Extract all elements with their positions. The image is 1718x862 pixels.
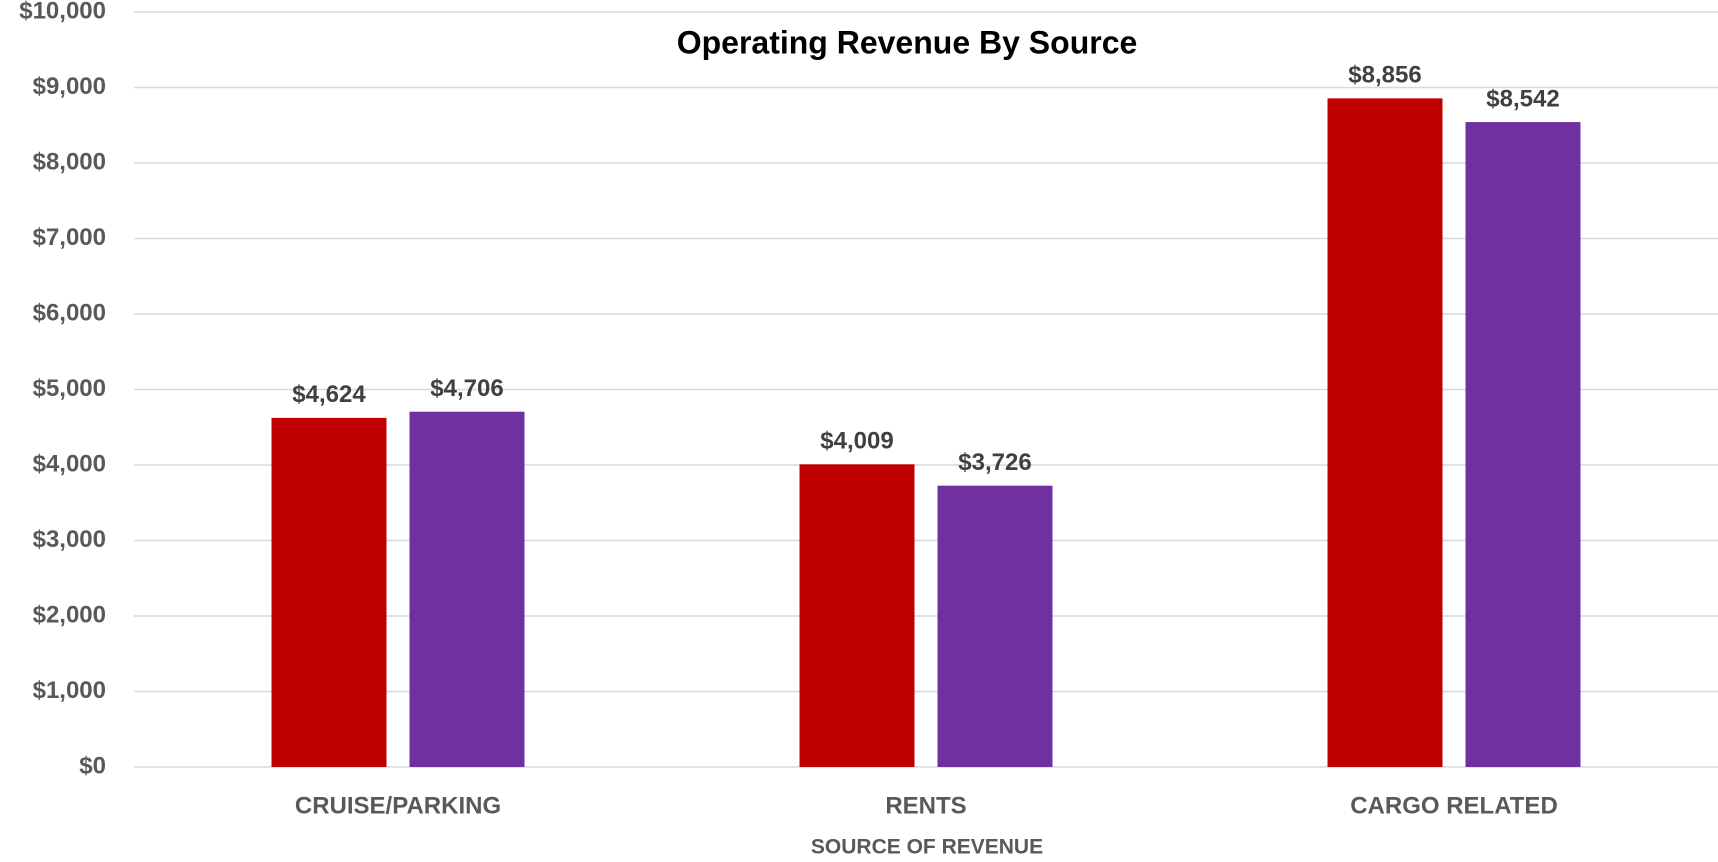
- bar: [271, 417, 387, 767]
- x-tick-label: CRUISE/PARKING: [295, 792, 501, 819]
- y-tick-label: $10,000: [19, 0, 106, 24]
- y-tick-label: $9,000: [33, 73, 106, 100]
- y-tick-label: $6,000: [33, 299, 106, 326]
- y-tick-label: $7,000: [33, 224, 106, 251]
- bar: [1465, 122, 1581, 768]
- y-tick-label: $1,000: [33, 677, 106, 704]
- data-label: $4,706: [430, 375, 503, 402]
- data-label: $4,009: [820, 428, 893, 455]
- x-axis-title: SOURCE OF REVENUE: [811, 836, 1043, 859]
- data-label: $8,542: [1486, 85, 1559, 112]
- chart-title: Operating Revenue By Source: [677, 24, 1138, 60]
- data-label: $8,856: [1348, 62, 1421, 89]
- y-tick-label: $0: [79, 752, 106, 779]
- y-tick-label: $2,000: [33, 601, 106, 628]
- x-tick-label: RENTS: [885, 792, 966, 819]
- y-tick-label: $4,000: [33, 450, 106, 477]
- bar: [1327, 98, 1443, 767]
- x-tick-label: CARGO RELATED: [1350, 792, 1558, 819]
- y-tick-label: $3,000: [33, 526, 106, 553]
- bar: [409, 411, 525, 767]
- bar: [799, 464, 915, 767]
- data-label: $4,624: [292, 381, 366, 408]
- y-tick-label: $8,000: [33, 148, 106, 175]
- bar: [937, 485, 1053, 767]
- data-label: $3,726: [958, 449, 1031, 476]
- y-tick-label: $5,000: [33, 375, 106, 402]
